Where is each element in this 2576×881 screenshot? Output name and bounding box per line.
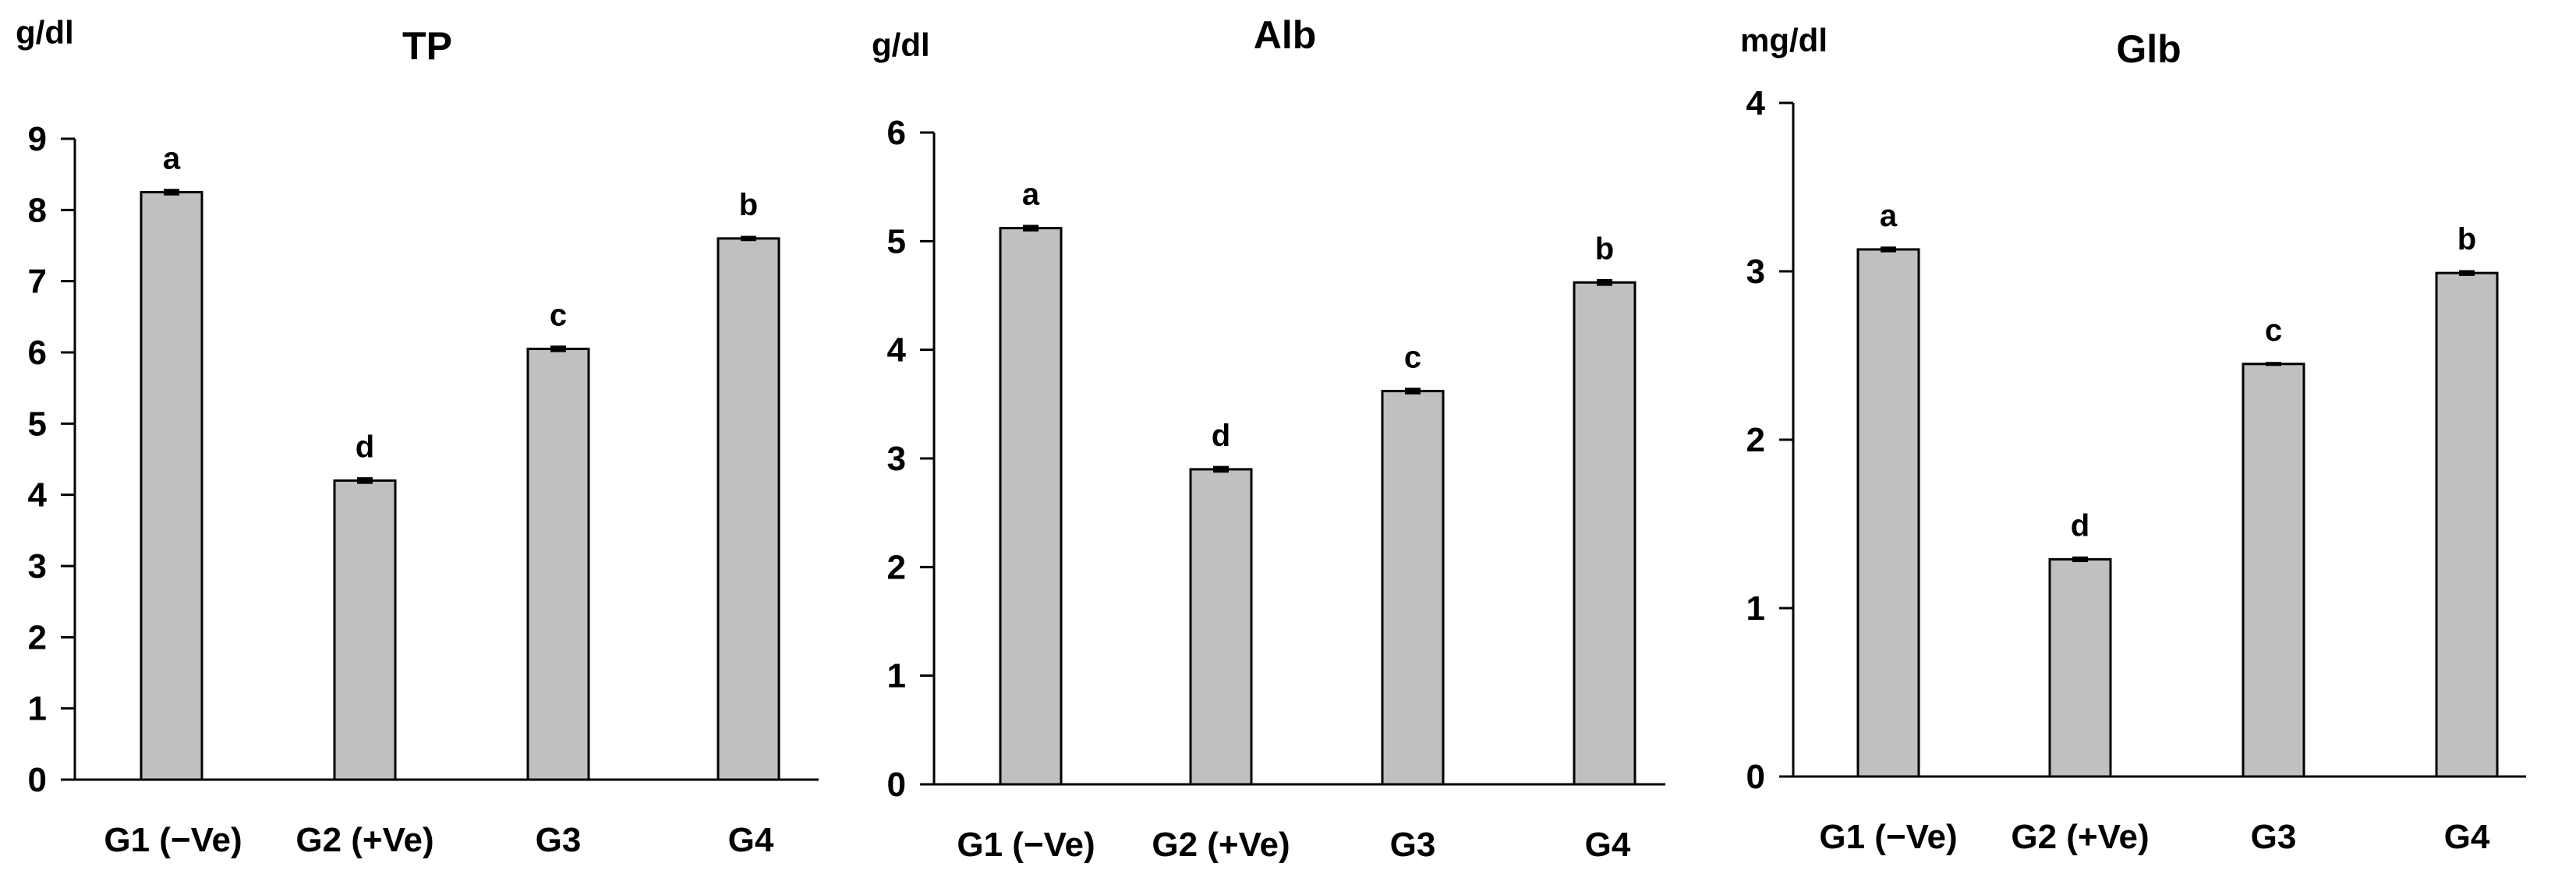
y-unit-label: g/dl: [16, 14, 74, 51]
significance-letter: a: [163, 142, 181, 176]
category-label: G4: [1585, 826, 1631, 864]
y-tick-label: 8: [28, 191, 47, 229]
panel-title: Glb: [2116, 27, 2181, 71]
significance-letter: b: [2457, 222, 2476, 257]
bar: [2435, 271, 2499, 778]
y-tick-label: 1: [887, 657, 906, 695]
y-tick-label: 6: [887, 114, 906, 152]
category-label: G4: [2444, 818, 2490, 856]
category-label: G3: [536, 821, 582, 859]
significance-letter: b: [1595, 232, 1614, 266]
significance-letter: c: [2265, 313, 2282, 348]
significance-letter: d: [2071, 508, 2089, 543]
y-tick-label: 2: [1746, 421, 1765, 459]
y-tick-label: 9: [28, 120, 47, 158]
category-label: G3: [2251, 818, 2297, 856]
y-tick-label: 2: [887, 548, 906, 586]
category-label: G1 (−Ve): [1819, 818, 1957, 856]
bar: [717, 237, 780, 781]
category-label: G3: [1390, 826, 1436, 864]
significance-letter: c: [550, 298, 567, 332]
y-tick-label: 0: [28, 761, 47, 799]
category-label: G4: [728, 821, 774, 859]
category-label: G2 (+Ve): [2011, 818, 2149, 856]
y-tick-label: 0: [887, 766, 906, 804]
significance-letter: d: [1212, 419, 1230, 453]
bar: [1381, 390, 1445, 786]
y-tick-label: 5: [887, 222, 906, 260]
y-tick-label: 6: [28, 334, 47, 372]
bar: [2048, 557, 2112, 778]
bar: [1573, 281, 1637, 786]
y-tick-label: 2: [28, 618, 47, 656]
y-tick-label: 0: [1746, 758, 1765, 796]
y-tick-label: 1: [1746, 589, 1765, 628]
significance-letter: c: [1404, 341, 1421, 375]
y-tick-label: 7: [28, 263, 47, 301]
y-unit-label: g/dl: [872, 27, 930, 63]
y-tick-label: 3: [28, 547, 47, 586]
y-tick-label: 4: [28, 476, 48, 515]
panel-title: Alb: [1254, 13, 1317, 57]
y-unit-label: mg/dl: [1740, 22, 1828, 58]
bar: [2242, 363, 2305, 778]
category-label: G1 (−Ve): [104, 821, 242, 859]
bar: [1189, 468, 1253, 786]
y-tick-label: 4: [1746, 84, 1766, 122]
y-tick-label: 3: [1746, 253, 1765, 291]
y-tick-label: 5: [28, 405, 47, 443]
bar: [333, 479, 397, 781]
bar: [1856, 248, 1920, 778]
category-label: G1 (−Ve): [957, 826, 1095, 864]
y-tick-label: 1: [28, 690, 47, 728]
y-tick-label: 4: [887, 331, 907, 370]
category-label: G2 (+Ve): [295, 821, 433, 859]
significance-letter: d: [356, 430, 374, 464]
significance-letter: b: [739, 188, 758, 222]
significance-letter: a: [1880, 199, 1898, 233]
bar: [999, 227, 1063, 786]
bar: [526, 347, 590, 781]
y-tick-label: 3: [887, 440, 906, 478]
bar: [140, 191, 203, 781]
panel-title: TP: [402, 24, 452, 68]
significance-letter: a: [1022, 178, 1040, 212]
category-label: G2 (+Ve): [1152, 826, 1290, 864]
